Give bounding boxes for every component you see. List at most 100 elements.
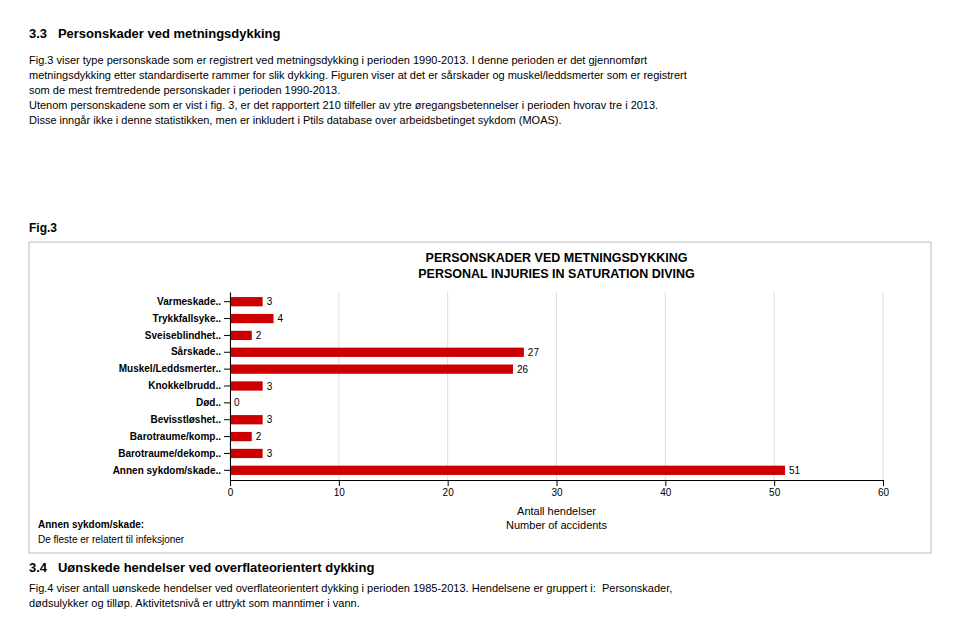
tick-label: Sårskade..	[171, 346, 221, 357]
tick-mark	[224, 453, 230, 454]
bar	[230, 331, 252, 340]
tick-label: Bevisstløshet..	[150, 414, 221, 425]
y-tick: Muskel/Leddsmerter..	[119, 363, 230, 374]
tick-label: 60	[878, 487, 890, 498]
tick-label: Barotraume/komp..	[130, 431, 221, 442]
tick-mark	[224, 419, 230, 420]
paragraph-line: som de mest fremtredende personskader i …	[29, 84, 340, 96]
data-label: 0	[234, 397, 240, 408]
section-heading: 3.4 Uønskede hendelser ved overflateorie…	[29, 560, 374, 575]
paragraph-line: Fig.4 viser antall uønskede hendelser ve…	[29, 582, 672, 594]
data-label: 3	[267, 414, 273, 425]
tick-label: 20	[443, 487, 455, 498]
data-label: 3	[267, 448, 273, 459]
figure-label: Fig.3	[29, 221, 57, 235]
bar	[230, 348, 524, 357]
y-tick: Annen sykdom/skade..	[113, 465, 230, 476]
tick-label: Trykkfallsyke..	[153, 313, 222, 324]
data-labels: 34227263032351	[234, 296, 801, 476]
x-axis-label: Antall hendelser	[517, 505, 596, 517]
tick-mark	[448, 480, 449, 486]
chart-title: PERSONSKADER VED METNINGSDYKKING	[426, 251, 688, 265]
footnote: De fleste er relatert til infeksjoner	[38, 534, 185, 545]
x-tick: 0	[228, 480, 234, 498]
tick-label: Muskel/Leddsmerter..	[119, 363, 221, 374]
tick-label: Varmeskade..	[157, 296, 221, 307]
bar	[230, 381, 263, 390]
tick-mark	[224, 470, 230, 471]
grid-line	[665, 292, 666, 480]
paragraph-line: metningsdykking etter standardiserte ram…	[29, 69, 687, 81]
bar	[230, 365, 513, 374]
data-label: 26	[517, 364, 529, 375]
x-tick: 20	[443, 480, 455, 498]
tick-label: 30	[551, 487, 563, 498]
footnote: Annen sykdom/skade:	[38, 519, 144, 530]
x-tick: 30	[551, 480, 563, 498]
grid-line	[883, 292, 884, 480]
axis-line	[230, 293, 231, 481]
tick-mark	[557, 480, 558, 486]
bar	[230, 449, 263, 458]
tick-label: Død..	[196, 397, 221, 408]
y-tick: Barotraume/komp..	[130, 431, 230, 442]
data-label: 3	[267, 381, 273, 392]
y-tick: Knokkelbrudd..	[148, 380, 230, 391]
tick-mark	[224, 318, 230, 319]
y-axis: Varmeskade.. Trykkfallsyke.. Sveiseblindhe…	[113, 293, 231, 481]
tick-label: Annen sykdom/skade..	[113, 465, 222, 476]
x-axis-label: Number of accidents	[506, 519, 607, 531]
y-tick: Sveiseblindhet..	[145, 330, 230, 341]
tick-label: Knokkelbrudd..	[148, 380, 221, 391]
bar	[230, 297, 263, 306]
y-tick: Trykkfallsyke..	[153, 313, 230, 324]
axis-line	[231, 481, 884, 487]
tick-label: 0	[228, 487, 234, 498]
x-tick: 10	[334, 480, 346, 498]
tick-label: 40	[660, 487, 672, 498]
tick-mark	[224, 369, 230, 370]
bars	[230, 297, 785, 475]
paragraph-line: dødsulykker og tilløp. Aktivitetsnivå er…	[29, 597, 360, 609]
tick-mark	[339, 480, 340, 486]
y-tick: Død..	[196, 397, 230, 408]
bar	[230, 314, 274, 323]
figure-box	[29, 242, 931, 553]
x-tick: 40	[660, 480, 672, 498]
data-label: 3	[267, 296, 273, 307]
chart-subtitle: PERSONAL INJURIES IN SATURATION DIVING	[418, 267, 694, 281]
grid-line	[774, 292, 775, 480]
page: 3.3 Personskader ved metningsdykking Fig.…	[0, 0, 960, 625]
y-tick: Sårskade..	[171, 346, 230, 357]
data-label: 2	[256, 431, 262, 442]
grid-line	[556, 292, 557, 480]
tick-label: Barotraume/dekomp..	[118, 448, 221, 459]
paragraph-line: Fig.3 viser type personskade som er regi…	[29, 54, 647, 66]
grid-line	[338, 292, 339, 480]
x-tick: 50	[769, 480, 781, 498]
grid	[230, 292, 883, 480]
tick-mark	[883, 480, 884, 486]
tick-mark	[224, 301, 230, 302]
data-label: 4	[278, 313, 284, 324]
x-tick: 60	[878, 480, 890, 498]
tick-mark	[230, 480, 231, 486]
data-label: 51	[789, 465, 801, 476]
grid-line	[447, 292, 448, 480]
tick-mark	[224, 402, 230, 403]
paragraph-line: Disse inngår ikke i denne statistikken, …	[29, 114, 562, 126]
y-tick: Barotraume/dekomp..	[118, 448, 230, 459]
data-label: 2	[256, 330, 262, 341]
data-label: 27	[528, 347, 540, 358]
tick-mark	[224, 386, 230, 387]
y-tick: Bevisstløshet..	[150, 414, 230, 425]
tick-mark	[224, 436, 230, 437]
tick-label: 50	[769, 487, 781, 498]
bar	[230, 415, 263, 424]
tick-label: 10	[334, 487, 346, 498]
section-heading: 3.3 Personskader ved metningsdykking	[29, 26, 280, 41]
tick-mark	[665, 480, 666, 486]
x-axis: 0 10 20 30 40 50 60	[228, 480, 890, 498]
tick-mark	[774, 480, 775, 486]
y-tick: Varmeskade..	[157, 296, 230, 307]
